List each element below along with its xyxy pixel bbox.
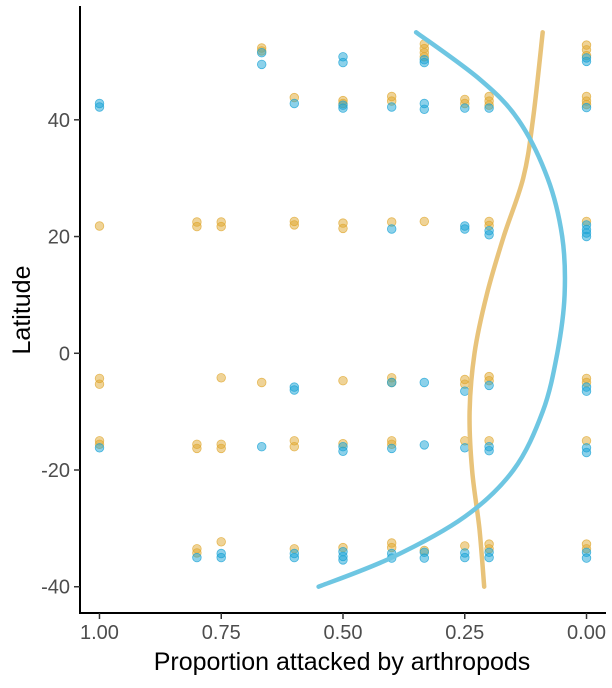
data-point xyxy=(338,555,348,565)
data-point xyxy=(289,442,300,452)
data-point xyxy=(387,443,397,454)
x-axis-title: Proportion attacked by arthropods xyxy=(154,648,531,676)
data-point xyxy=(419,553,430,563)
data-point xyxy=(192,221,202,232)
y-tick-label: 40 xyxy=(48,110,70,132)
y-tick-label: 0 xyxy=(59,343,70,365)
x-tick-label: 0.75 xyxy=(202,622,241,644)
data-point xyxy=(216,548,226,559)
data-point xyxy=(289,98,300,109)
data-point xyxy=(484,380,494,391)
data-point xyxy=(216,373,226,383)
x-axis: 1.00 0.75 0.50 0.25 0.00 xyxy=(79,612,606,644)
data-point xyxy=(581,447,592,458)
data-point xyxy=(94,102,105,112)
data-point xyxy=(460,552,470,563)
data-point xyxy=(94,379,105,389)
data-point xyxy=(484,539,494,549)
data-point xyxy=(94,221,105,231)
data-point xyxy=(338,223,348,234)
data-point xyxy=(484,552,494,563)
data-point xyxy=(338,57,348,68)
data-point xyxy=(581,231,592,242)
y-axis: 40 20 0 -20 -40 xyxy=(41,6,81,613)
x-tick-label: 0.25 xyxy=(445,622,484,644)
data-point xyxy=(257,59,267,70)
data-point xyxy=(338,103,348,113)
data-point xyxy=(581,386,592,396)
data-point xyxy=(387,538,397,548)
data-point xyxy=(387,102,397,112)
data-point xyxy=(419,216,430,227)
data-point xyxy=(581,102,592,113)
y-tick-label: -20 xyxy=(41,460,70,482)
data-point xyxy=(460,103,470,113)
y-tick-label: -40 xyxy=(41,577,70,599)
data-point xyxy=(484,103,494,113)
y-axis-title: Latitude xyxy=(8,266,36,355)
data-point xyxy=(216,443,226,454)
data-point xyxy=(192,552,202,563)
y-tick-label: 20 xyxy=(48,227,70,249)
data-point xyxy=(387,224,397,234)
data-point xyxy=(419,55,430,65)
data-point xyxy=(257,48,267,58)
data-point xyxy=(338,446,348,457)
data-point xyxy=(484,446,494,456)
data-point xyxy=(484,230,494,240)
data-point xyxy=(387,377,397,388)
data-point xyxy=(460,224,470,234)
data-point xyxy=(257,377,267,388)
data-point xyxy=(289,552,300,563)
data-point xyxy=(581,553,592,563)
data-point xyxy=(216,537,226,547)
data-point xyxy=(419,377,430,388)
trend-curves xyxy=(316,30,568,589)
data-point xyxy=(216,221,226,232)
data-point xyxy=(338,376,348,386)
data-point xyxy=(289,385,300,395)
x-tick-label: 1.00 xyxy=(80,622,119,644)
trend-curve xyxy=(316,30,568,589)
data-point xyxy=(581,53,592,63)
x-tick-label: 0.50 xyxy=(324,622,363,644)
data-point xyxy=(460,386,470,396)
data-points xyxy=(94,39,592,565)
data-point xyxy=(460,443,470,453)
x-tick-label: 0.00 xyxy=(567,622,606,644)
data-point xyxy=(94,443,105,453)
data-point xyxy=(289,220,300,230)
data-point xyxy=(419,440,430,450)
data-point xyxy=(257,442,267,452)
data-point xyxy=(192,443,202,454)
data-point xyxy=(419,104,430,115)
